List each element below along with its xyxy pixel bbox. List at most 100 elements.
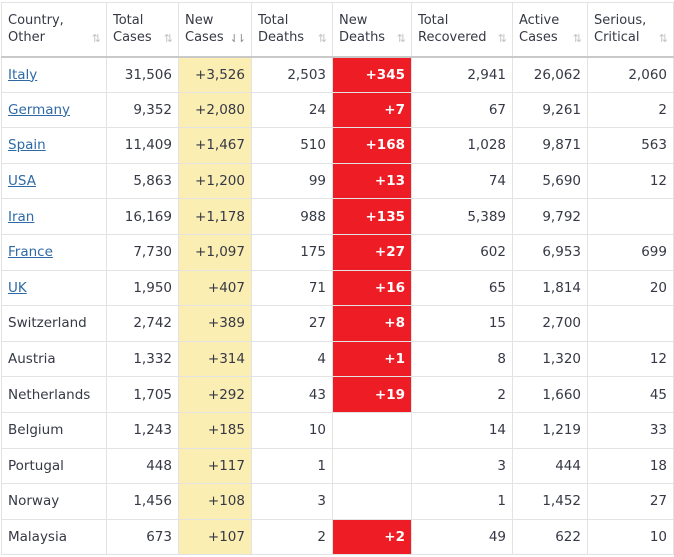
- country-link[interactable]: UK: [8, 279, 27, 296]
- new-cases-cell: +1,200: [178, 162, 252, 200]
- total-recovered-cell: 602: [411, 233, 513, 271]
- sort-arrows-icon[interactable]: ⇅: [163, 31, 173, 45]
- serious-critical-cell: 563: [587, 127, 674, 164]
- new-cases-cell: +1,178: [178, 198, 252, 235]
- total-deaths-cell: 4: [251, 340, 333, 378]
- country-name: Portugal: [8, 457, 64, 474]
- table-row: France 7,730 +1,097 175 +27 602 6,953 699: [1, 233, 674, 271]
- new-deaths-cell: +27: [332, 233, 412, 271]
- new-cases-cell: +389: [178, 305, 252, 342]
- table-row: Iran 16,169 +1,178 988 +135 5,389 9,792: [1, 198, 674, 235]
- total-recovered-cell: 8: [411, 340, 513, 378]
- header-serious-critical[interactable]: Serious, Critical ⇅: [587, 2, 674, 58]
- country-cell: Italy: [1, 56, 107, 93]
- active-cases-cell: 2,700: [512, 305, 588, 342]
- table-row: Spain 11,409 +1,467 510 +168 1,028 9,871 563: [1, 127, 674, 164]
- table-row: Norway 1,456 +108 3 1 1,452 27: [1, 483, 674, 520]
- header-country[interactable]: Country, Other ⇅: [1, 2, 107, 58]
- active-cases-cell: 444: [512, 447, 588, 485]
- new-deaths-cell: +2: [332, 518, 412, 556]
- active-cases-cell: 9,792: [512, 198, 588, 235]
- header-active-cases-line1: Active: [519, 13, 560, 29]
- country-link[interactable]: France: [8, 244, 53, 261]
- new-cases-cell: +314: [178, 340, 252, 378]
- total-recovered-cell: 3: [411, 447, 513, 485]
- active-cases-cell: 9,261: [512, 91, 588, 129]
- header-new-deaths[interactable]: New Deaths ⇅: [332, 2, 412, 58]
- header-new-cases-line2: Cases: [185, 30, 224, 46]
- country-name: Belgium: [8, 422, 64, 439]
- table-row: Belgium 1,243 +185 10 14 1,219 33: [1, 411, 674, 449]
- country-cell: Iran: [1, 198, 107, 235]
- new-deaths-cell: [332, 447, 412, 485]
- total-deaths-cell: 2: [251, 518, 333, 556]
- table-row: USA 5,863 +1,200 99 +13 74 5,690 12: [1, 162, 674, 200]
- total-recovered-cell: 1,028: [411, 127, 513, 164]
- table-row: Switzerland 2,742 +389 27 +8 15 2,700: [1, 305, 674, 342]
- total-recovered-cell: 67: [411, 91, 513, 129]
- serious-critical-cell: 18: [587, 447, 674, 485]
- country-cell: Portugal: [1, 447, 107, 485]
- total-recovered-cell: 2: [411, 376, 513, 413]
- country-cell: Austria: [1, 340, 107, 378]
- sort-arrows-icon[interactable]: ⇅: [658, 31, 668, 45]
- total-recovered-cell: 74: [411, 162, 513, 200]
- header-total-cases[interactable]: Total Cases ⇅: [106, 2, 179, 58]
- sort-arrows-icon[interactable]: ⇅: [91, 31, 101, 45]
- total-deaths-cell: 71: [251, 269, 333, 307]
- total-recovered-cell: 65: [411, 269, 513, 307]
- table-row: Portugal 448 +117 1 3 444 18: [1, 447, 674, 485]
- serious-critical-cell: 27: [587, 483, 674, 520]
- sort-arrows-icon[interactable]: ⇅: [572, 31, 582, 45]
- new-deaths-cell: +1: [332, 340, 412, 378]
- serious-critical-cell: 2,060: [587, 56, 674, 93]
- total-recovered-cell: 49: [411, 518, 513, 556]
- country-cell: Norway: [1, 483, 107, 520]
- active-cases-cell: 1,660: [512, 376, 588, 413]
- total-cases-cell: 1,705: [106, 376, 179, 413]
- new-deaths-cell: +135: [332, 198, 412, 235]
- total-cases-cell: 11,409: [106, 127, 179, 164]
- header-country-line1: Country,: [8, 13, 64, 29]
- table-row: Italy 31,506 +3,526 2,503 +345 2,941 26,062 2,0…: [1, 56, 674, 93]
- header-new-cases[interactable]: New Cases ⇃⇂: [178, 2, 252, 58]
- total-deaths-cell: 99: [251, 162, 333, 200]
- active-cases-cell: 6,953: [512, 233, 588, 271]
- sort-arrows-icon[interactable]: ⇅: [396, 31, 406, 45]
- total-cases-cell: 673: [106, 518, 179, 556]
- new-cases-cell: +108: [178, 483, 252, 520]
- country-link[interactable]: Germany: [8, 101, 71, 118]
- new-deaths-cell: +19: [332, 376, 412, 413]
- new-cases-cell: +292: [178, 376, 252, 413]
- header-active-cases-line2: Cases: [519, 30, 558, 46]
- country-cell: Switzerland: [1, 305, 107, 342]
- header-active-cases[interactable]: Active Cases ⇅: [512, 2, 588, 58]
- total-deaths-cell: 988: [251, 198, 333, 235]
- country-link[interactable]: USA: [8, 173, 36, 190]
- new-cases-cell: +3,526: [178, 56, 252, 93]
- header-total-deaths-line1: Total: [258, 13, 289, 29]
- serious-critical-cell: 699: [587, 233, 674, 271]
- new-cases-cell: +2,080: [178, 91, 252, 129]
- country-link[interactable]: Spain: [8, 137, 46, 154]
- sort-desc-icon[interactable]: ⇃⇂: [229, 31, 247, 45]
- header-new-cases-line1: New: [185, 13, 214, 29]
- country-link[interactable]: Iran: [8, 208, 35, 225]
- new-cases-cell: +407: [178, 269, 252, 307]
- sort-arrows-icon[interactable]: ⇅: [497, 31, 507, 45]
- total-deaths-cell: 2,503: [251, 56, 333, 93]
- total-cases-cell: 9,352: [106, 91, 179, 129]
- country-link[interactable]: Italy: [8, 66, 38, 83]
- serious-critical-cell: 10: [587, 518, 674, 556]
- header-total-cases-line1: Total: [113, 13, 144, 29]
- sort-arrows-icon[interactable]: ⇅: [317, 31, 327, 45]
- total-cases-cell: 1,456: [106, 483, 179, 520]
- active-cases-cell: 1,814: [512, 269, 588, 307]
- header-total-deaths[interactable]: Total Deaths ⇅: [251, 2, 333, 58]
- country-cell: USA: [1, 162, 107, 200]
- table-row: UK 1,950 +407 71 +16 65 1,814 20: [1, 269, 674, 307]
- country-name: Austria: [8, 351, 56, 368]
- total-cases-cell: 16,169: [106, 198, 179, 235]
- header-total-recovered[interactable]: Total Recovered ⇅: [411, 2, 513, 58]
